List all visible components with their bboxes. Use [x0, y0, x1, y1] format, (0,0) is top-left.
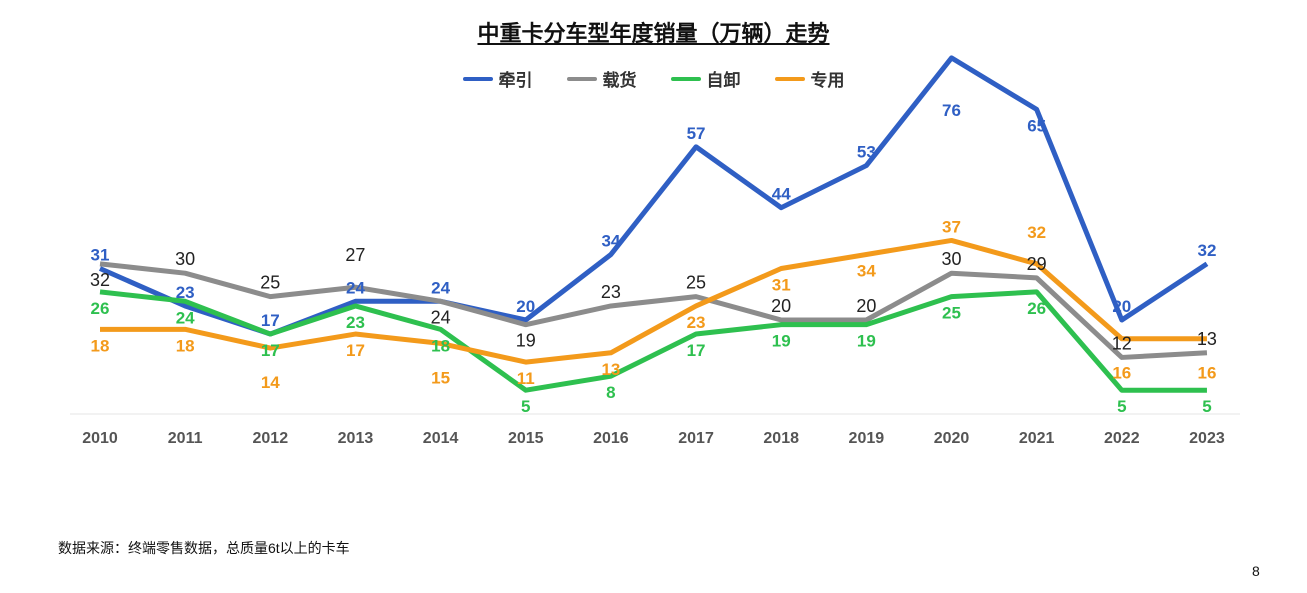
- legend-item: 载货: [566, 66, 637, 91]
- x-tick-label: 2016: [593, 430, 629, 447]
- x-tick-label: 2018: [763, 430, 799, 447]
- chart-title: 中重卡分车型年度销量（万辆）走势: [477, 21, 830, 46]
- x-tick-label: 2011: [168, 430, 203, 447]
- series-line-1: [99, 261, 1208, 360]
- data-label: 11: [517, 369, 535, 388]
- data-label: 37: [942, 217, 961, 236]
- x-tick-label: 2019: [849, 430, 885, 447]
- data-label: 34: [857, 261, 876, 280]
- data-label: 26: [1027, 299, 1046, 318]
- data-label: 12: [1112, 333, 1132, 353]
- data-label: 18: [431, 336, 450, 355]
- data-label: 5: [521, 397, 530, 416]
- data-label: 8: [606, 383, 615, 402]
- data-label: 5: [1117, 397, 1126, 416]
- data-label: 20: [856, 296, 876, 316]
- legend-swatch: [670, 76, 701, 81]
- data-label: 57: [687, 124, 706, 143]
- data-label: 26: [91, 299, 110, 318]
- series-line-2: [99, 289, 1207, 393]
- x-tick-label: 2013: [338, 430, 374, 447]
- data-label: 25: [942, 304, 961, 323]
- x-tick-label: 2023: [1189, 430, 1225, 447]
- data-label: 17: [687, 341, 706, 360]
- data-label: 18: [176, 336, 195, 355]
- data-label: 25: [686, 273, 706, 293]
- data-label: 29: [1027, 254, 1047, 274]
- data-label: 24: [346, 278, 365, 297]
- legend-swatch: [774, 76, 805, 81]
- legend-label: 牵引: [498, 71, 533, 90]
- data-label: 76: [942, 101, 961, 120]
- data-label: 23: [687, 313, 706, 332]
- data-label: 32: [1027, 223, 1046, 242]
- data-label: 24: [176, 308, 195, 327]
- legend-item: 专用: [774, 66, 845, 91]
- page-number: 8: [1252, 563, 1260, 579]
- x-tick-label: 2020: [934, 430, 970, 447]
- source-note: 数据来源：终端零售数据，总质量6t以上的卡车: [58, 540, 350, 556]
- data-label: 32: [90, 270, 110, 290]
- x-tick-label: 2021: [1019, 430, 1055, 447]
- data-label: 13: [1197, 329, 1217, 349]
- series-line-0: [98, 55, 1209, 337]
- legend-swatch: [462, 76, 493, 81]
- data-label: 23: [176, 283, 195, 302]
- legend: 牵引 载货 自卸 专用: [0, 66, 1307, 91]
- data-label: 20: [516, 297, 535, 316]
- series-line-3: [100, 237, 1207, 365]
- data-label: 34: [601, 231, 620, 250]
- data-label: 20: [1112, 297, 1131, 316]
- x-tick-label: 2014: [423, 430, 459, 447]
- legend-label: 载货: [602, 71, 637, 90]
- data-label: 23: [601, 282, 621, 302]
- data-label: 19: [516, 331, 536, 351]
- data-label: 27: [345, 245, 365, 265]
- legend-label: 自卸: [706, 71, 741, 90]
- data-label: 19: [772, 332, 791, 351]
- data-label: 31: [772, 276, 791, 295]
- data-label: 17: [346, 341, 365, 360]
- legend-label: 专用: [810, 71, 845, 90]
- data-label: 15: [431, 368, 450, 387]
- data-label: 14: [261, 373, 280, 392]
- data-label: 19: [857, 332, 876, 351]
- legend-item: 自卸: [670, 66, 741, 91]
- data-label: 17: [261, 341, 280, 360]
- data-label: 23: [346, 313, 365, 332]
- data-label: 16: [1112, 364, 1131, 383]
- data-label: 30: [175, 249, 195, 269]
- data-label: 18: [91, 336, 110, 355]
- data-label: 65: [1027, 116, 1046, 135]
- data-label: 13: [601, 360, 620, 379]
- x-tick-label: 2015: [508, 430, 544, 447]
- data-label: 17: [261, 311, 280, 330]
- data-label: 30: [941, 249, 961, 269]
- data-label: 24: [431, 278, 450, 297]
- x-tick-label: 2022: [1104, 430, 1140, 447]
- data-label: 5: [1202, 397, 1211, 416]
- data-label: 53: [857, 143, 876, 162]
- data-label: 20: [771, 296, 791, 316]
- data-label: 24: [431, 307, 451, 327]
- data-label: 32: [1197, 241, 1216, 260]
- legend-swatch: [566, 76, 597, 81]
- x-tick-label: 2017: [678, 430, 714, 447]
- data-label: 16: [1197, 364, 1216, 383]
- legend-item: 牵引: [462, 66, 533, 91]
- x-tick-label: 2010: [82, 430, 118, 447]
- x-tick-label: 2012: [253, 430, 289, 447]
- data-label: 31: [91, 246, 110, 265]
- data-label: 25: [260, 273, 280, 293]
- data-label: 44: [772, 185, 791, 204]
